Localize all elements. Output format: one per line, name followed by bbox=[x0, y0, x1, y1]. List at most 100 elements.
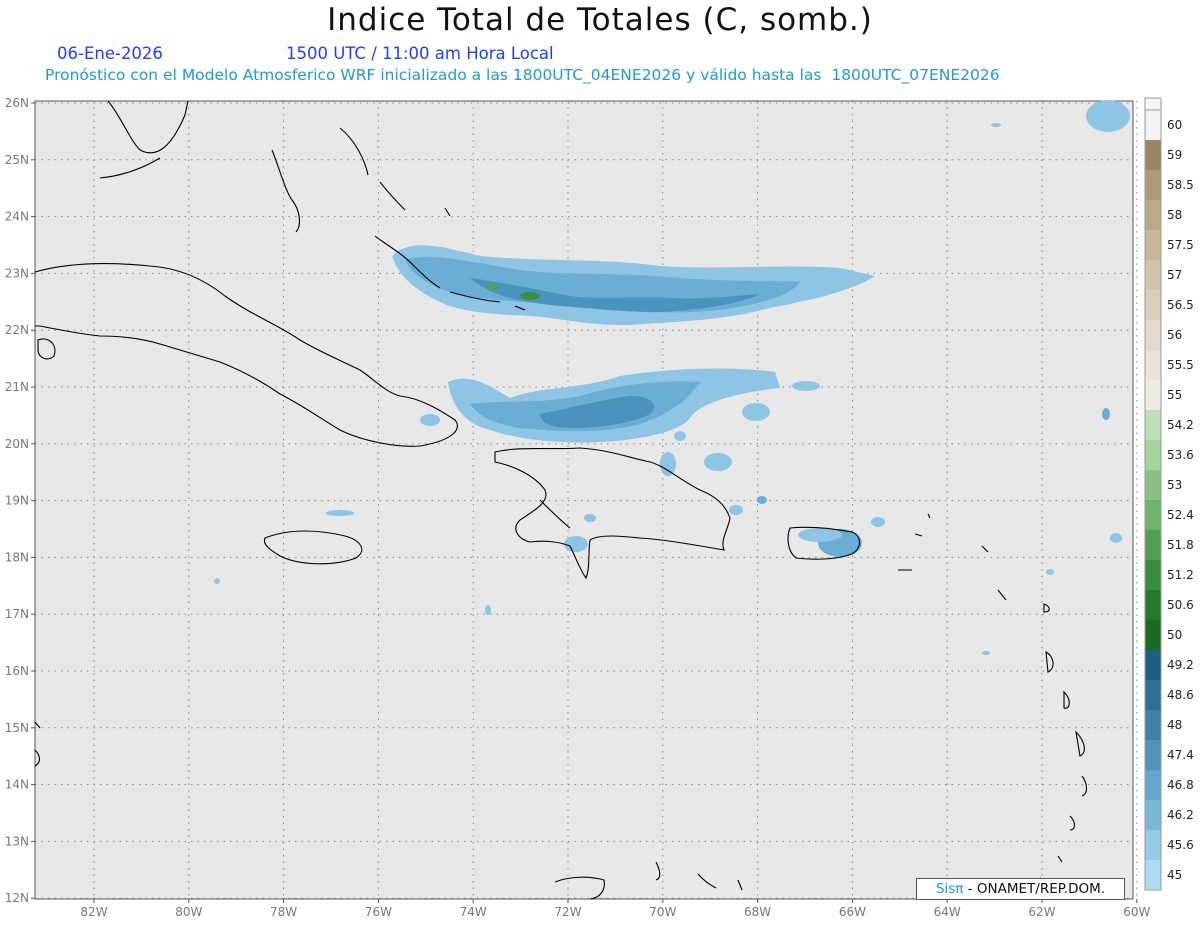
shade-cell bbox=[564, 536, 588, 552]
colorbar-top-cap bbox=[1144, 97, 1162, 111]
colorbar-swatch bbox=[1145, 620, 1161, 651]
shade-cell bbox=[792, 381, 820, 391]
map-title: Indice Total de Totales (C, somb.) bbox=[327, 2, 873, 38]
colorbar-label: 58 bbox=[1167, 208, 1182, 222]
lat-tick-label: 15N bbox=[5, 721, 29, 735]
shade-cell bbox=[757, 496, 767, 504]
colorbar-label: 57 bbox=[1167, 268, 1182, 282]
colorbar-swatch bbox=[1145, 800, 1161, 831]
colorbar-swatch bbox=[1145, 590, 1161, 621]
colorbar-label: 46.2 bbox=[1167, 808, 1194, 822]
colorbar-swatch bbox=[1145, 860, 1161, 891]
credit-text: - ONAMET/REP.DOM. bbox=[963, 881, 1106, 897]
colorbar-swatch bbox=[1145, 200, 1161, 231]
coast-florida bbox=[107, 100, 189, 154]
lat-tick-label: 25N bbox=[5, 153, 29, 167]
lon-tick-label: 70W bbox=[649, 905, 676, 919]
shade-cell bbox=[214, 578, 220, 584]
shade-cell bbox=[326, 510, 354, 516]
shade-band-north-core bbox=[470, 278, 760, 312]
colorbar-label: 46.8 bbox=[1167, 778, 1194, 792]
colorbar-swatch bbox=[1145, 470, 1161, 501]
colorbar-swatch bbox=[1145, 650, 1161, 681]
lat-tick-label: 18N bbox=[5, 550, 29, 564]
colorbar-swatch bbox=[1145, 110, 1161, 141]
lon-tick-label: 66W bbox=[839, 905, 866, 919]
colorbar-label: 58.5 bbox=[1167, 178, 1194, 192]
shade-cell bbox=[798, 528, 842, 542]
lat-tick-label: 23N bbox=[5, 266, 29, 280]
colorbar-label: 51.2 bbox=[1167, 568, 1194, 582]
lon-tick-label: 72W bbox=[554, 905, 581, 919]
map-background bbox=[34, 100, 1134, 900]
colorbar-swatch bbox=[1145, 380, 1161, 411]
lon-tick-label: 82W bbox=[80, 905, 107, 919]
shade-cell bbox=[1102, 408, 1110, 420]
shade-cell bbox=[1086, 100, 1130, 132]
lat-tick-label: 12N bbox=[5, 891, 29, 905]
shade-cell bbox=[742, 403, 770, 421]
shade-cell bbox=[420, 414, 440, 426]
lon-tick-label: 74W bbox=[460, 905, 487, 919]
gridlines bbox=[35, 101, 1138, 899]
colorbar-label: 56 bbox=[1167, 328, 1182, 342]
colorbar-swatch bbox=[1145, 230, 1161, 261]
colorbar-swatch bbox=[1145, 680, 1161, 711]
coast-central-america bbox=[34, 721, 41, 767]
coast-bahamas-central bbox=[379, 181, 451, 217]
coastlines bbox=[34, 100, 1088, 900]
colorbar-swatch bbox=[1145, 500, 1161, 531]
colorbar-swatch bbox=[1145, 170, 1161, 201]
lat-tick-label: 21N bbox=[5, 380, 29, 394]
lat-tick-label: 20N bbox=[5, 437, 29, 451]
colorbar-swatch bbox=[1145, 770, 1161, 801]
shade-band-south-core bbox=[540, 396, 654, 428]
coast-florida-keys bbox=[99, 157, 161, 179]
shade-cell bbox=[729, 505, 743, 515]
shade-cell bbox=[704, 453, 732, 471]
colorbar-swatch bbox=[1145, 440, 1161, 471]
coast-bahamas-south bbox=[374, 235, 526, 311]
lat-tick-label: 22N bbox=[5, 323, 29, 337]
colorbar-label: 47.4 bbox=[1167, 748, 1194, 762]
coast-haiti-gulf bbox=[539, 499, 571, 529]
colorbar-label: 49.2 bbox=[1167, 658, 1194, 672]
lon-tick-label: 80W bbox=[175, 905, 202, 919]
coast-abaco bbox=[339, 127, 369, 176]
lon-tick-label: 64W bbox=[934, 905, 961, 919]
colorbar-label: 48 bbox=[1167, 718, 1182, 732]
lat-tick-label: 19N bbox=[5, 494, 29, 508]
coast-jamaica bbox=[263, 530, 363, 565]
forecast-label: Pronóstico con el Modelo Atmosferico WRF… bbox=[45, 66, 1000, 84]
colorbar-swatch bbox=[1145, 140, 1161, 171]
coast-andros bbox=[271, 149, 301, 233]
colorbar-label: 55.5 bbox=[1167, 358, 1194, 372]
time-label: 1500 UTC / 11:00 am Hora Local bbox=[286, 44, 554, 63]
colorbar-label: 55 bbox=[1167, 388, 1182, 402]
colorbar: 60 59 58.5 58 57.5 57 56.5 56 55.5 55 54.2 53.6 53 52… bbox=[1144, 97, 1194, 891]
lat-tick-label: 17N bbox=[5, 607, 29, 621]
lon-tick-label: 68W bbox=[744, 905, 771, 919]
brand-logo: Sisπ bbox=[935, 881, 964, 897]
colorbar-swatch bbox=[1145, 530, 1161, 561]
shade-cell bbox=[991, 123, 1001, 127]
coast-puerto-rico bbox=[787, 526, 861, 560]
shade-cell-green bbox=[520, 292, 540, 300]
coast-south-america bbox=[554, 861, 743, 900]
colorbar-label: 53.6 bbox=[1167, 448, 1194, 462]
lat-tick-label: 24N bbox=[5, 210, 29, 224]
colorbar-swatch bbox=[1145, 740, 1161, 771]
colorbar-label: 59 bbox=[1167, 148, 1182, 162]
shade-cell bbox=[1110, 533, 1122, 543]
shade-cell bbox=[674, 431, 686, 441]
shade-cell bbox=[485, 605, 491, 615]
colorbar-label: 45 bbox=[1167, 868, 1182, 882]
colorbar-label: 50 bbox=[1167, 628, 1182, 642]
lon-tick-label: 60W bbox=[1123, 905, 1150, 919]
shade-cell bbox=[584, 514, 596, 522]
shade-cell bbox=[982, 651, 990, 655]
colorbar-label: 52.4 bbox=[1167, 508, 1194, 522]
lat-tick-label: 26N bbox=[5, 96, 29, 110]
coast-hispaniola bbox=[494, 447, 731, 580]
colorbar-label: 57.5 bbox=[1167, 238, 1194, 252]
